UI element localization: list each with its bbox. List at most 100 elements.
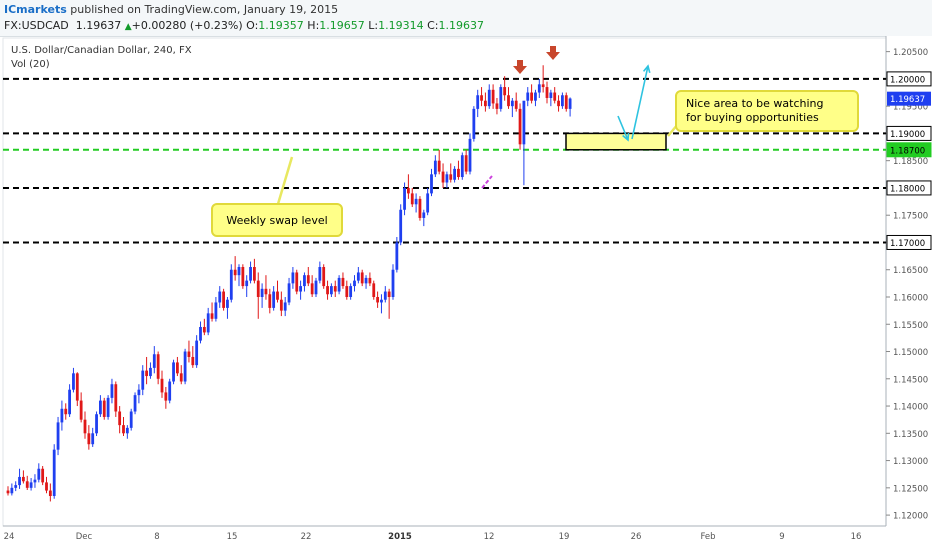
candle-up[interactable] xyxy=(237,267,241,276)
candle-up[interactable] xyxy=(218,291,222,303)
candle-up[interactable] xyxy=(99,400,102,415)
candle-down[interactable] xyxy=(279,299,283,311)
candle-up[interactable] xyxy=(56,422,60,450)
candle-down[interactable] xyxy=(306,275,310,284)
candle-down[interactable] xyxy=(564,95,568,109)
candle-up[interactable] xyxy=(499,87,503,109)
candle-up[interactable] xyxy=(349,286,353,297)
candle-down[interactable] xyxy=(514,100,518,109)
candle-down[interactable] xyxy=(341,277,345,287)
candle-up[interactable] xyxy=(549,92,553,98)
price-axis[interactable] xyxy=(886,36,932,528)
candle-down[interactable] xyxy=(122,425,125,434)
candle-up[interactable] xyxy=(303,275,306,287)
candle-down[interactable] xyxy=(441,171,445,183)
candle-up[interactable] xyxy=(476,95,480,109)
candle-up[interactable] xyxy=(433,160,437,175)
candle-up[interactable] xyxy=(287,283,291,303)
candle-up[interactable] xyxy=(422,212,426,218)
candle-down[interactable] xyxy=(187,351,191,357)
candle-down[interactable] xyxy=(507,95,510,107)
candle-down[interactable] xyxy=(372,283,376,297)
candle-up[interactable] xyxy=(206,313,210,333)
candle-down[interactable] xyxy=(45,482,48,491)
candle-up[interactable] xyxy=(183,351,187,382)
candle-up[interactable] xyxy=(249,267,252,281)
candle-up[interactable] xyxy=(72,373,75,390)
candle-up[interactable] xyxy=(283,302,287,311)
candle-down[interactable] xyxy=(457,168,460,178)
candle-down[interactable] xyxy=(418,198,422,218)
candle-down[interactable] xyxy=(407,187,410,194)
candle-down[interactable] xyxy=(410,193,414,205)
candle-down[interactable] xyxy=(530,92,533,101)
candle-up[interactable] xyxy=(430,174,433,194)
candle-down[interactable] xyxy=(145,370,148,377)
candle-down[interactable] xyxy=(480,95,483,101)
candle-up[interactable] xyxy=(395,242,399,270)
candle-up[interactable] xyxy=(356,272,360,281)
candle-up[interactable] xyxy=(537,84,541,93)
candle-up[interactable] xyxy=(199,326,202,341)
candle-up[interactable] xyxy=(318,267,322,281)
candle-down[interactable] xyxy=(276,291,279,300)
candle-down[interactable] xyxy=(25,481,29,488)
candle-up[interactable] xyxy=(214,302,218,319)
candle-down[interactable] xyxy=(164,392,168,401)
candle-up[interactable] xyxy=(314,280,318,295)
candle-up[interactable] xyxy=(10,487,14,494)
candle-up[interactable] xyxy=(106,397,110,417)
candle-down[interactable] xyxy=(102,400,106,417)
candle-down[interactable] xyxy=(253,267,256,281)
candle-up[interactable] xyxy=(60,408,64,423)
candle-up[interactable] xyxy=(337,277,341,292)
candle-up[interactable] xyxy=(391,269,395,297)
candle-up[interactable] xyxy=(18,476,21,486)
candle-up[interactable] xyxy=(399,209,403,243)
candle-down[interactable] xyxy=(222,291,225,308)
candle-up[interactable] xyxy=(260,288,264,297)
candle-up[interactable] xyxy=(172,362,175,382)
candle-down[interactable] xyxy=(310,283,314,295)
candle-down[interactable] xyxy=(156,354,160,379)
candle-up[interactable] xyxy=(460,155,464,178)
candle-down[interactable] xyxy=(557,100,560,107)
candle-down[interactable] xyxy=(449,174,453,180)
candle-down[interactable] xyxy=(437,160,441,172)
candle-down[interactable] xyxy=(160,378,164,393)
candle-up[interactable] xyxy=(33,479,37,483)
candle-up[interactable] xyxy=(133,395,137,412)
candle-down[interactable] xyxy=(484,100,487,107)
candle-up[interactable] xyxy=(414,198,418,205)
candle-up[interactable] xyxy=(52,449,56,497)
candle-up[interactable] xyxy=(91,433,95,445)
candle-up[interactable] xyxy=(453,168,456,180)
candle-down[interactable] xyxy=(345,286,349,297)
price-chart[interactable]: 1.20500 1.20000 1.19500 1.19000 1.18500 1.180… xyxy=(0,36,932,550)
candle-down[interactable] xyxy=(360,272,364,284)
candle-up[interactable] xyxy=(95,414,98,434)
candle-down[interactable] xyxy=(333,286,337,292)
candle-down[interactable] xyxy=(114,384,118,412)
candle-down[interactable] xyxy=(233,269,237,276)
candle-up[interactable] xyxy=(468,138,472,172)
buy-zone-box[interactable] xyxy=(565,132,667,151)
candle-down[interactable] xyxy=(191,356,195,366)
candle-down[interactable] xyxy=(118,411,122,426)
candle-up[interactable] xyxy=(445,174,449,183)
candle-down[interactable] xyxy=(268,294,272,308)
candle-up[interactable] xyxy=(229,269,233,300)
candle-up[interactable] xyxy=(510,100,514,107)
candle-down[interactable] xyxy=(326,286,329,295)
candle-up[interactable] xyxy=(472,108,476,139)
candle-up[interactable] xyxy=(129,411,133,428)
candle-up[interactable] xyxy=(125,427,129,434)
candle-down[interactable] xyxy=(179,373,183,382)
candle-down[interactable] xyxy=(87,433,91,445)
candle-up[interactable] xyxy=(291,272,295,284)
candle-down[interactable] xyxy=(503,87,507,96)
candle-down[interactable] xyxy=(256,280,260,297)
candle-down[interactable] xyxy=(241,267,245,287)
candle-up[interactable] xyxy=(526,92,530,101)
candle-down[interactable] xyxy=(202,326,206,333)
